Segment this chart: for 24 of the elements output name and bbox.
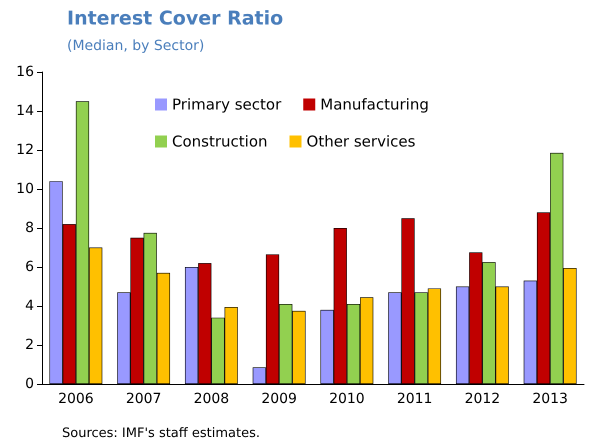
x-tick-label: 2013 <box>532 391 568 407</box>
y-tick-label: 10 <box>16 181 34 197</box>
x-tick-label: 2012 <box>464 391 500 407</box>
y-tick-label: 2 <box>25 337 34 353</box>
x-tick-label: 2010 <box>329 391 365 407</box>
y-tick-label: 4 <box>25 298 34 314</box>
x-tick-label: 2011 <box>396 391 432 407</box>
legend-label: Construction <box>172 132 268 150</box>
source-note: Sources: IMF's staff estimates. <box>62 426 260 441</box>
chart-subtitle: (Median, by Sector) <box>67 38 204 54</box>
x-tick-label: 2006 <box>58 391 94 407</box>
x-tick-label: 2009 <box>261 391 297 407</box>
y-tick-label: 6 <box>25 259 34 275</box>
chart-title: Interest Cover Ratio <box>67 8 284 30</box>
x-tick-label: 2007 <box>126 391 162 407</box>
x-tick-label: 2008 <box>194 391 230 407</box>
legend-label: Primary sector <box>172 96 282 114</box>
legend-label: Other services <box>306 132 416 150</box>
legend-label: Manufacturing <box>320 96 429 114</box>
y-tick-label: 14 <box>16 103 34 119</box>
y-tick-label: 12 <box>16 142 34 158</box>
y-tick-label: 0 <box>25 376 34 392</box>
y-tick-label: 16 <box>16 64 34 80</box>
y-tick-label: 8 <box>25 220 34 236</box>
